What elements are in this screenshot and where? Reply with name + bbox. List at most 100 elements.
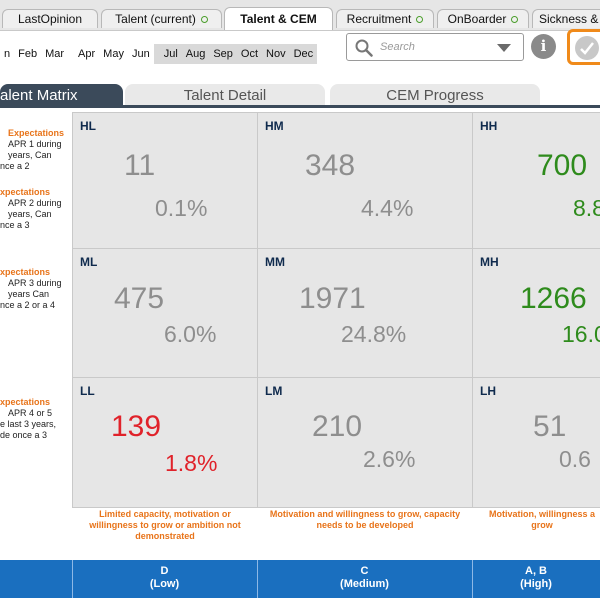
tab-label: Talent (current): [115, 12, 196, 26]
cell-count: 1266: [520, 282, 587, 315]
month-feb[interactable]: Feb: [18, 48, 38, 60]
footer-level: (Low): [149, 578, 180, 590]
chevron-down-icon[interactable]: [497, 44, 511, 52]
month-mar[interactable]: Mar: [45, 48, 65, 60]
cell-code: HH: [480, 119, 498, 133]
matrix-cell-ll[interactable]: LL 139 1.8%: [72, 377, 258, 508]
tab-sickness[interactable]: Sickness &: [532, 9, 600, 28]
row-label-low: xpectations APR 4 or 5 e last 3 years, d…: [0, 397, 72, 441]
status-dot-icon: [511, 15, 519, 23]
cell-code: LL: [80, 384, 95, 398]
cell-percent: 0.1%: [155, 195, 208, 221]
cell-count: 51: [533, 410, 567, 443]
cell-count: 210: [312, 410, 363, 443]
row-line: APR 3 during: [8, 278, 62, 288]
month-jul[interactable]: Jul: [153, 44, 182, 64]
month-dec[interactable]: Dec: [289, 44, 318, 64]
cell-percent: 1.8%: [165, 450, 218, 476]
tab-lastopinion[interactable]: LastOpinion: [2, 9, 98, 28]
month-oct[interactable]: Oct: [236, 44, 263, 64]
footer-column-low: D (Low): [72, 565, 257, 595]
row-heading: xpectations: [0, 267, 51, 277]
column-description-medium: Motivation and willingness to grow, capa…: [269, 509, 461, 530]
search-icon: [355, 39, 373, 62]
tab-talent-matrix[interactable]: alent Matrix: [0, 84, 123, 106]
filter-bar: n Feb Mar Apr May Jun Jul Aug Sep Oct No…: [0, 29, 600, 76]
tab-label: Talent Detail: [183, 86, 267, 104]
cell-percent: 2.6%: [363, 446, 416, 472]
capacity-footer: D (Low) C (Medium) A, B (High): [0, 560, 600, 598]
matrix-cell-hl[interactable]: HL 11 0.1%: [72, 112, 258, 249]
matrix-cell-lh[interactable]: LH 51 0.6: [472, 377, 600, 508]
matrix-cell-mh[interactable]: MH 1266 16.0: [472, 248, 600, 378]
month-jan[interactable]: n: [4, 48, 11, 60]
month-apr[interactable]: Apr: [78, 48, 96, 60]
tab-recruitment[interactable]: Recruitment: [336, 9, 434, 28]
cell-code: MH: [480, 255, 499, 269]
row-line: years Can: [8, 289, 50, 299]
cell-count: 11: [124, 149, 156, 182]
cell-code: HM: [265, 119, 284, 133]
matrix-cell-lm[interactable]: LM 210 2.6%: [257, 377, 473, 508]
tab-label: Talent & CEM: [240, 12, 317, 26]
tab-onboarder[interactable]: OnBoarder: [437, 9, 529, 28]
info-icon[interactable]: i: [531, 34, 556, 59]
row-heading: xpectations: [0, 397, 51, 407]
footer-divider: [72, 560, 73, 598]
matrix-cell-hh[interactable]: HH 700 8.8: [472, 112, 600, 249]
cell-percent: 16.0: [562, 321, 600, 347]
row-line: nce a 3: [0, 220, 30, 230]
matrix-cell-hm[interactable]: HM 348 4.4%: [257, 112, 473, 249]
month-jun[interactable]: Jun: [131, 48, 150, 60]
tab-underline: [0, 105, 600, 108]
footer-level: (Medium): [340, 578, 389, 590]
cell-percent: 0.6: [559, 446, 591, 472]
row-line: e last 3 years,: [0, 419, 57, 429]
row-line: years, Can: [8, 150, 52, 160]
month-selector: n Feb Mar Apr May Jun Jul Aug Sep Oct No…: [0, 44, 318, 64]
row-line: APR 2 during: [8, 198, 62, 208]
footer-grade: D: [160, 565, 169, 577]
check-circle-icon: [575, 36, 599, 60]
cell-code: LM: [265, 384, 283, 398]
column-description-low: Limited capacity, motivation or willingn…: [89, 509, 241, 541]
tab-label: Sickness &: [539, 12, 599, 26]
footer-divider: [472, 560, 473, 598]
tab-talent-detail[interactable]: Talent Detail: [125, 84, 325, 106]
status-dot-icon: [416, 15, 424, 23]
month-nov[interactable]: Nov: [262, 44, 290, 64]
matrix-cell-mm[interactable]: MM 1971 24.8%: [257, 248, 473, 378]
month-aug[interactable]: Aug: [181, 44, 210, 64]
cell-count: 1971: [299, 282, 366, 315]
month-may[interactable]: May: [103, 48, 124, 60]
tab-label: LastOpinion: [17, 12, 83, 26]
row-line: years, Can: [8, 209, 52, 219]
row-label-medium: xpectations APR 3 during years Can nce a…: [0, 267, 72, 311]
cell-count: 139: [111, 410, 162, 443]
tab-label: CEM Progress: [386, 86, 484, 104]
cell-count: 348: [305, 149, 356, 182]
top-tab-bar: LastOpinion Talent (current) Talent & CE…: [0, 0, 600, 30]
cell-code: LH: [480, 384, 496, 398]
row-heading: xpectations: [0, 187, 51, 197]
apply-button[interactable]: [567, 29, 600, 65]
footer-column-high: A, B (High): [472, 565, 600, 595]
tab-label: Recruitment: [346, 12, 412, 26]
view-tabs: alent Matrix Talent Detail CEM Progress: [0, 80, 600, 108]
row-line: nce a 2 or a 4: [0, 300, 56, 310]
column-description-high: Motivation, willingness a grow: [488, 509, 595, 530]
cell-code: HL: [80, 119, 96, 133]
month-sep[interactable]: Sep: [209, 44, 237, 64]
matrix-cell-ml[interactable]: ML 475 6.0%: [72, 248, 258, 378]
search-box[interactable]: Search: [346, 33, 524, 61]
tab-cem-progress[interactable]: CEM Progress: [330, 84, 540, 106]
tab-talent-cem[interactable]: Talent & CEM: [224, 7, 333, 30]
cell-percent: 24.8%: [341, 321, 407, 347]
footer-grade: C: [360, 565, 369, 577]
row-label-high: Expectations APR 1 during years, Can nce…: [0, 128, 72, 231]
footer-level: (High): [520, 578, 552, 590]
tab-label: alent Matrix: [0, 86, 78, 104]
footer-grade: A, B: [525, 565, 547, 577]
tab-talent-current[interactable]: Talent (current): [101, 9, 222, 28]
tab-label: OnBoarder: [447, 12, 507, 26]
